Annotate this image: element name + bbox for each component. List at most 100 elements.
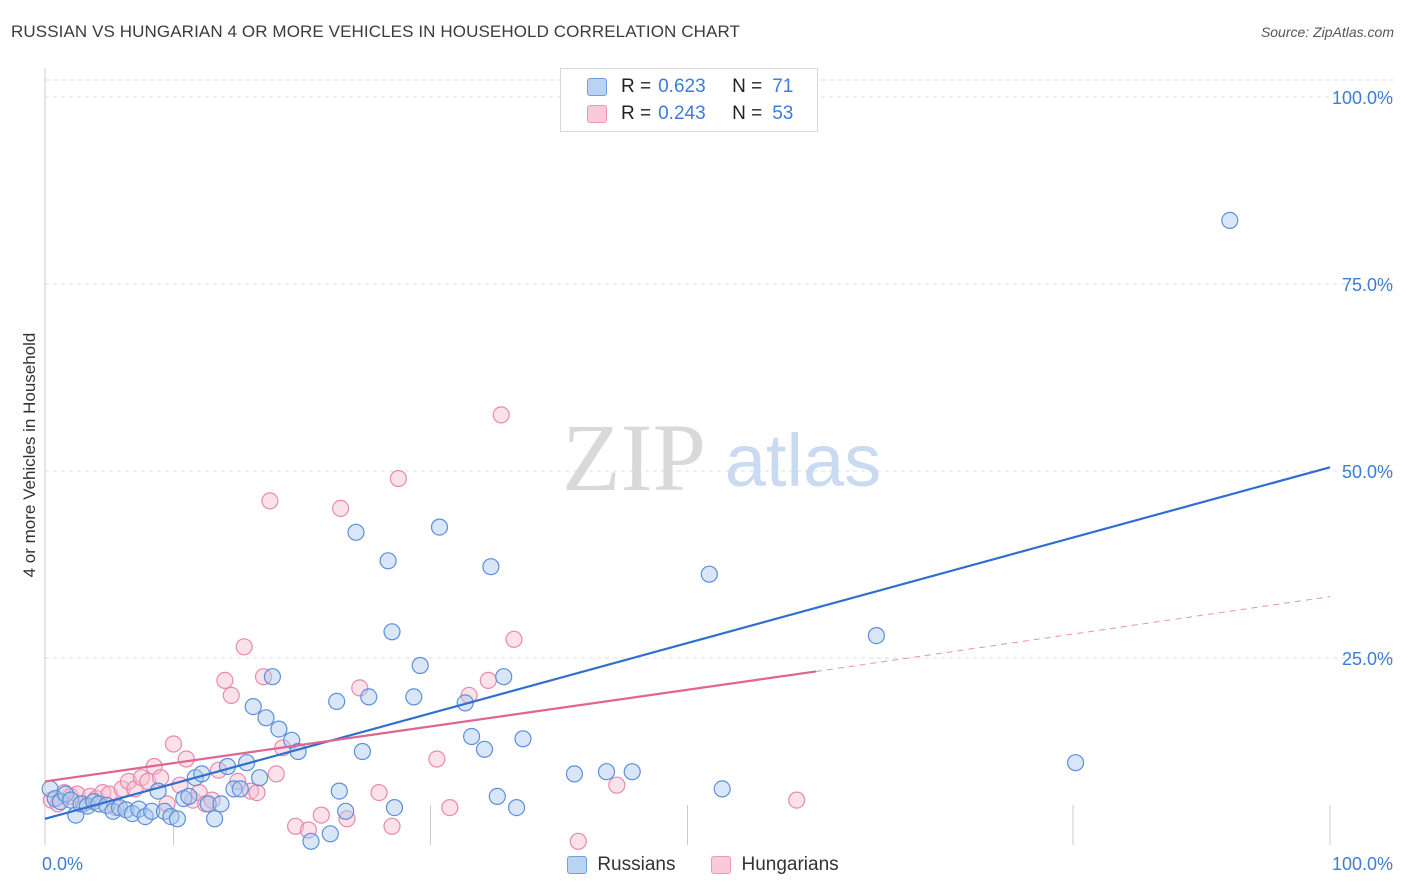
hungarians-point xyxy=(164,735,183,753)
hungarians-swatch xyxy=(711,856,732,874)
legend-n-value: 53 xyxy=(772,103,794,124)
hungarians-point xyxy=(351,679,369,697)
x-tick-label-max: 100.0% xyxy=(1332,854,1393,874)
hungarians-point xyxy=(267,765,285,783)
russians-point xyxy=(1066,754,1085,772)
russians-point xyxy=(347,523,365,541)
series-legend: Russians Hungarians xyxy=(0,852,1406,878)
hungarians-point xyxy=(235,638,253,656)
russians-point xyxy=(251,769,269,787)
russians-point xyxy=(514,730,532,748)
russians-point xyxy=(383,623,401,641)
legend-item-russians[interactable]: Russians xyxy=(567,854,675,876)
legend-n-label: N = xyxy=(732,76,763,97)
russians-point xyxy=(143,802,161,820)
trend-lines xyxy=(44,466,1331,820)
russians-point xyxy=(488,787,506,806)
russians-point xyxy=(330,782,348,800)
russians-point xyxy=(405,688,423,706)
russians-point xyxy=(713,780,731,798)
russians-point xyxy=(360,688,378,706)
hungarians-point xyxy=(216,671,234,690)
russians-point xyxy=(495,668,513,686)
y-tick-label: 100.0% xyxy=(1332,88,1393,108)
hungarians-point xyxy=(428,750,446,768)
hungarians-point xyxy=(177,750,195,768)
russians-point xyxy=(411,656,429,675)
legend-r-label: R = xyxy=(621,76,652,97)
russians-point xyxy=(385,798,404,817)
russians-point xyxy=(206,810,224,828)
hungarians-point xyxy=(242,782,260,800)
hungarians-point xyxy=(608,776,626,794)
russians-point xyxy=(328,692,346,711)
legend-n-value: 71 xyxy=(772,76,794,97)
hungarians-point xyxy=(492,406,510,424)
gridlines xyxy=(45,79,1395,659)
hungarians-point xyxy=(479,671,497,690)
hungarians-point xyxy=(370,783,388,802)
axes xyxy=(44,68,1331,845)
x-tick-label-min: 0.0% xyxy=(42,854,83,874)
watermark: ZIP atlas xyxy=(562,404,881,511)
russians-point xyxy=(867,626,886,645)
chart-title: RUSSIAN VS HUNGARIAN 4 OR MORE VEHICLES … xyxy=(11,22,740,41)
hungarians-point xyxy=(505,630,523,648)
russians-point xyxy=(337,802,355,820)
hungarians-point xyxy=(254,668,273,686)
russians-swatch xyxy=(567,856,588,874)
russians-point xyxy=(321,825,339,843)
legend-row-hungarians: R = 0.243 N = 53 xyxy=(587,102,793,126)
russians-point xyxy=(62,791,80,809)
hungarians-point xyxy=(261,492,279,510)
russians-point xyxy=(597,763,616,781)
russians-trend-line xyxy=(44,466,1331,820)
russians-point xyxy=(302,832,320,850)
correlation-legend: R = 0.623 N = 71 R = 0.243 N = 53 xyxy=(560,68,818,132)
russians-point xyxy=(244,697,262,716)
russians-point xyxy=(482,558,500,576)
russians-point xyxy=(565,765,584,783)
russians-point xyxy=(700,565,718,583)
russians-point xyxy=(199,795,217,813)
russians-point xyxy=(212,795,230,813)
russians-point xyxy=(623,763,641,781)
y-tick-label: 25.0% xyxy=(1342,649,1393,669)
legend-n-label: N = xyxy=(732,103,763,124)
russians-points xyxy=(41,211,1239,850)
legend-r-label: R = xyxy=(621,103,652,124)
legend-label-hungarians: Hungarians xyxy=(741,854,839,875)
source-credit: Source: ZipAtlas.com xyxy=(1260,24,1394,40)
tick-labels: 25.0% 50.0% 75.0% 100.0% 0.0% 100.0% xyxy=(42,88,1393,874)
russians-point xyxy=(475,740,494,758)
legend-item-hungarians[interactable]: Hungarians xyxy=(711,854,839,876)
russians-swatch xyxy=(587,78,607,96)
y-tick-label: 75.0% xyxy=(1342,275,1393,295)
hungarians-point xyxy=(383,817,401,835)
hungarians-point xyxy=(222,686,240,705)
y-tick-label: 50.0% xyxy=(1342,462,1393,482)
russians-point xyxy=(463,727,481,746)
legend-row-russians: R = 0.623 N = 71 xyxy=(587,75,793,99)
hungarians-trend-line xyxy=(44,670,817,783)
russians-point xyxy=(225,780,243,798)
hungarians-point xyxy=(389,469,407,488)
russians-point xyxy=(379,552,397,570)
russians-point xyxy=(231,780,249,798)
legend-label-russians: Russians xyxy=(597,854,676,875)
watermark-atlas: atlas xyxy=(725,419,881,502)
legend-r-value: 0.623 xyxy=(658,76,706,97)
russians-point xyxy=(507,798,526,817)
hungarians-point xyxy=(788,791,806,809)
hungarians-point xyxy=(312,806,330,824)
russians-point xyxy=(430,518,449,536)
russians-point xyxy=(263,668,281,686)
hungarians-point xyxy=(248,783,266,802)
hungarians-trend-extension xyxy=(815,596,1331,672)
russians-point xyxy=(162,807,180,826)
hungarians-point xyxy=(94,783,112,802)
hungarians-point xyxy=(332,499,350,517)
hungarians-swatch xyxy=(587,105,607,123)
russians-point xyxy=(180,787,198,806)
